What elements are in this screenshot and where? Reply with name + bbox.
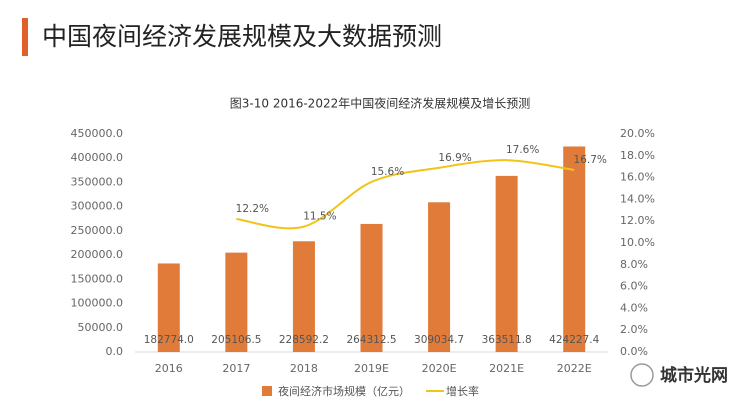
x-tick-label: 2021E [489,362,524,375]
legend-swatch [262,386,272,396]
x-tick-label: 2020E [422,362,457,375]
bar-value-label: 205106.5 [211,334,261,346]
y2-tick-label: 4.0% [620,301,648,314]
x-tick-label: 2022E [557,362,592,375]
bar-value-label: 424227.4 [549,334,599,346]
y-tick-label: 200000.0 [71,248,124,261]
bar-value-label: 228592.2 [279,334,329,346]
y-tick-label: 0.0 [106,345,124,358]
bar-value-label: 182774.0 [144,334,194,346]
x-tick-label: 2017 [222,362,250,375]
title-accent [22,18,28,56]
line-value-label: 17.6% [506,144,539,156]
bar [225,252,248,352]
line-value-label: 15.6% [371,166,404,178]
watermark: 城市光网 [660,365,728,386]
bar [563,146,586,352]
y2-tick-label: 18.0% [620,149,655,162]
y2-tick-label: 8.0% [620,258,648,271]
bar [292,241,315,352]
y2-tick-label: 6.0% [620,280,648,293]
chart-title: 图3-10 2016-2022年中国夜间经济发展规模及增长预测 [230,96,530,111]
y-tick-label: 50000.0 [78,321,124,334]
y2-tick-label: 14.0% [620,192,655,205]
y-tick-label: 150000.0 [71,272,124,285]
line-value-label: 11.5% [303,211,336,223]
bar-value-label: 264312.5 [346,334,396,346]
y-tick-label: 250000.0 [71,224,124,237]
y-tick-label: 450000.0 [71,127,124,140]
bar [495,175,518,352]
y-tick-label: 100000.0 [71,297,124,310]
line-value-label: 16.9% [438,152,471,164]
bar-value-label: 309034.7 [414,334,464,346]
x-tick-label: 2018 [290,362,318,375]
watermark-icon [630,363,654,387]
legend-label: 增长率 [446,384,479,398]
line-value-label: 12.2% [236,203,269,215]
bar [360,223,383,352]
y2-tick-label: 16.0% [620,171,655,184]
y-tick-label: 400000.0 [71,151,124,164]
line-value-label: 16.7% [574,154,607,166]
legend-label: 夜间经济市场规模（亿元） [278,384,410,398]
y2-tick-label: 20.0% [620,127,655,140]
y-tick-label: 350000.0 [71,175,124,188]
bar [157,263,180,352]
y2-tick-label: 2.0% [620,323,648,336]
page-title: 中国夜间经济发展规模及大数据预测 [42,22,442,51]
line [236,159,575,230]
bar-value-label: 363511.8 [482,334,532,346]
y2-tick-label: 10.0% [620,236,655,249]
x-tick-label: 2016 [155,362,183,375]
x-tick-label: 2019E [354,362,389,375]
y2-tick-label: 0.0% [620,345,648,358]
y-tick-label: 300000.0 [71,200,124,213]
bar [428,202,451,352]
y2-tick-label: 12.0% [620,214,655,227]
